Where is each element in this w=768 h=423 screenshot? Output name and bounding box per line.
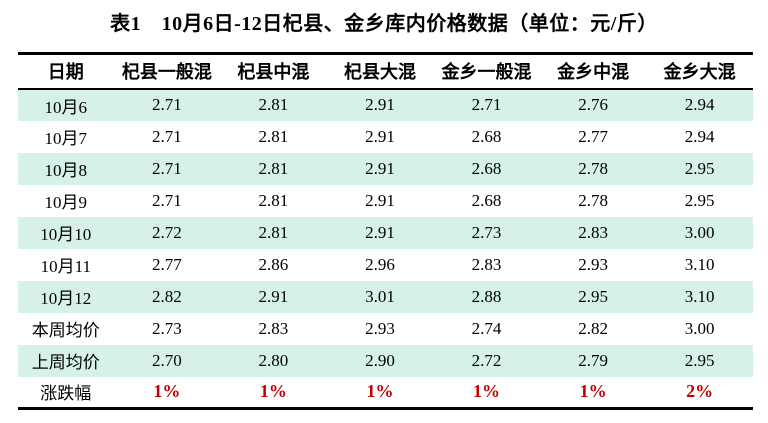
price-cell: 2.76 [578,95,608,114]
price-cell: 1% [473,381,501,402]
row-label: 10月8 [44,161,88,180]
price-cell: 2.86 [258,254,289,274]
table-row: 10月6 2.71 2.81 2.91 2.71 2.76 2.94 [18,88,753,121]
row-label: 10月9 [44,193,88,212]
price-cell: 2.68 [471,126,502,146]
price-cell: 2.94 [684,95,715,114]
price-cell: 2.91 [365,95,395,114]
table-row: 上周均价 2.70 2.80 2.90 2.72 2.79 2.95 [18,344,753,377]
price-cell: 1% [259,381,287,402]
price-cell: 1% [579,381,607,402]
table-row: 涨跌幅 1% 1% 1% 1% 1% 2% [18,377,753,409]
price-cell: 2.68 [471,190,502,210]
price-cell: 2.96 [365,254,395,274]
price-cell: 2.72 [471,350,502,370]
table-row: 10月11 2.77 2.86 2.96 2.83 2.93 3.10 [18,249,753,281]
column-header: 杞县大混 [326,53,434,90]
price-cell: 2.88 [471,286,502,306]
price-cell: 3.10 [684,254,715,274]
price-cell: 2.95 [684,190,715,210]
table-row: 10月12 2.82 2.91 3.01 2.88 2.95 3.10 [18,280,753,313]
column-header: 金乡一般混 [433,53,540,90]
column-header: 杞县中混 [220,53,327,90]
price-cell: 3.00 [684,318,715,338]
price-cell: 2.91 [365,126,395,146]
table-row: 10月8 2.71 2.81 2.91 2.68 2.78 2.95 [18,152,753,185]
row-label: 10月6 [44,97,88,117]
table-row: 10月7 2.71 2.81 2.91 2.68 2.77 2.94 [18,121,753,153]
column-header: 日期 [18,53,114,90]
price-cell: 3.01 [365,286,395,306]
price-cell: 2.81 [258,95,289,114]
price-cell: 2.81 [258,126,289,146]
price-cell: 2.79 [578,350,608,370]
price-cell: 2.83 [258,318,289,338]
price-cell: 2.71 [151,126,182,146]
price-cell: 2.77 [578,126,608,146]
price-cell: 2.71 [471,95,502,114]
price-cell: 2.81 [258,158,289,178]
price-table: 日期 杞县一般混 杞县中混 杞县大混 金乡一般混 金乡中混 金乡大混 10月6 2.71 2.8… [18,52,753,410]
price-cell: 3.10 [684,286,715,306]
table-row: 本周均价 2.73 2.83 2.93 2.74 2.82 3.00 [18,313,753,345]
table-title: 表1 10月6日-12日杞县、金乡库内价格数据（单位：元/斤） [110,13,658,35]
table-header-row: 日期 杞县一般混 杞县中混 杞县大混 金乡一般混 金乡中混 金乡大混 [18,53,753,90]
price-cell: 2.74 [471,318,502,338]
price-cell: 2.81 [258,222,289,242]
price-cell: 2.82 [578,318,608,338]
price-cell: 2.71 [151,190,182,210]
price-cell: 2.82 [151,286,182,306]
price-cell: 2.91 [365,222,395,242]
price-cell: 2% [686,381,714,402]
row-label: 上周均价 [31,353,100,372]
price-cell: 2.71 [151,158,182,178]
row-label: 10月10 [40,225,92,244]
price-cell: 2.68 [471,158,502,178]
price-cell: 2.93 [578,254,608,274]
price-cell: 2.71 [151,95,182,114]
table-row: 10月10 2.72 2.81 2.91 2.73 2.83 3.00 [18,216,753,249]
price-cell: 2.78 [578,158,608,178]
row-label: 涨跌幅 [40,384,92,404]
row-label: 10月11 [40,257,91,276]
price-cell: 2.83 [471,254,502,274]
price-cell: 2.95 [578,286,608,306]
row-label: 10月7 [44,129,88,148]
price-cell: 2.91 [365,158,395,178]
price-cell: 1% [366,381,394,402]
price-cell: 2.78 [578,190,608,210]
column-header: 杞县一般混 [113,53,221,90]
price-cell: 2.70 [151,350,182,370]
price-cell: 3.00 [684,222,715,242]
column-header: 金乡大混 [646,53,753,90]
column-header: 金乡中混 [539,53,647,90]
row-label: 10月12 [40,289,92,308]
price-cell: 2.77 [151,254,182,274]
price-cell: 2.73 [471,222,502,242]
price-cell: 2.95 [684,158,715,178]
price-cell: 2.80 [258,350,289,370]
price-cell: 2.81 [258,190,289,210]
price-cell: 1% [153,381,181,402]
table-row: 10月9 2.71 2.81 2.91 2.68 2.78 2.95 [18,185,753,217]
price-cell: 2.94 [684,126,715,146]
price-cell: 2.73 [151,318,182,338]
price-cell: 2.90 [365,350,395,370]
price-cell: 2.95 [684,350,715,370]
price-cell: 2.91 [258,286,289,306]
price-cell: 2.91 [365,190,395,210]
row-label: 本周均价 [31,321,100,340]
price-cell: 2.72 [151,222,182,242]
price-cell: 2.93 [365,318,395,338]
price-cell: 2.83 [578,222,608,242]
